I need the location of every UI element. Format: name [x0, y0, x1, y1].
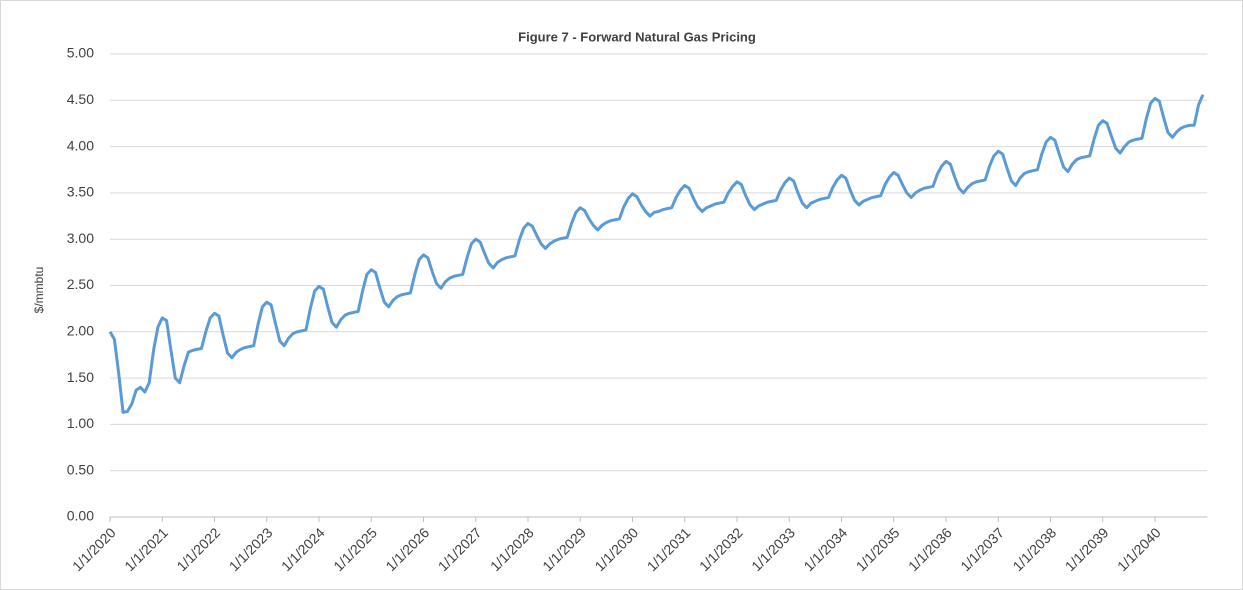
chart-title: Figure 7 - Forward Natural Gas Pricing	[518, 29, 756, 44]
y-tick-label: 4.50	[67, 91, 94, 107]
y-tick-label: 3.00	[67, 230, 94, 246]
y-tick-label: 2.50	[67, 276, 94, 292]
y-tick-label: 1.00	[67, 415, 94, 431]
y-tick-label: 0.00	[67, 508, 94, 524]
y-tick-label: 3.50	[67, 184, 94, 200]
y-axis-label: $/mmbtu	[32, 267, 46, 314]
series-line	[108, 94, 1205, 414]
y-tick-label: 1.50	[67, 369, 94, 385]
y-tick-label: 2.00	[67, 323, 94, 339]
y-tick-label: 4.00	[67, 137, 94, 153]
y-tick-label: 5.00	[67, 45, 94, 61]
y-tick-label: 0.50	[67, 461, 94, 477]
